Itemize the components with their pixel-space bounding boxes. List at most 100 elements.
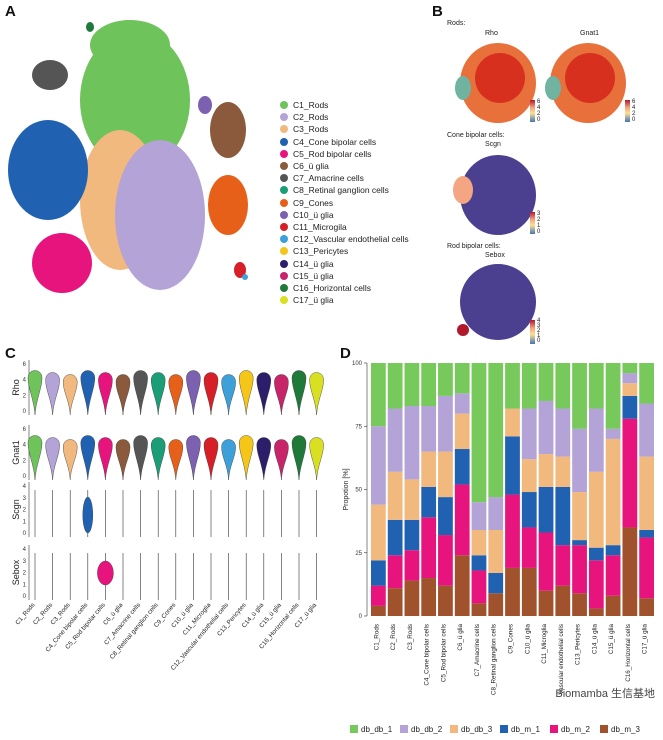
bar-segment — [639, 537, 654, 599]
bar-segment — [555, 363, 571, 409]
violin-shape — [27, 370, 43, 416]
cluster-c10-glia — [198, 96, 212, 114]
bar-segment — [639, 456, 654, 530]
bar-category-label: C6_ü glia — [457, 624, 464, 651]
bar-category-label: C11_Microglia — [541, 624, 548, 664]
bar-legend-swatch — [500, 725, 508, 733]
violin-tick-label: 2 — [23, 458, 27, 464]
bar-segment — [471, 363, 487, 503]
bar-legend-swatch — [450, 725, 458, 733]
violin-tick-label: 6 — [23, 362, 27, 368]
bar-category-label: C14_ü glia — [591, 624, 598, 655]
legend-item: C7_Amacrine cells — [280, 173, 364, 183]
stacked-bar-chart: 100 75 50 25 0 Propotion [%] C1_Rods C2_Rods C3_… — [343, 361, 654, 695]
bar-legend-label: db_m_2 — [561, 725, 590, 734]
bar-segment — [454, 413, 470, 450]
violin-shape — [115, 374, 131, 416]
bar-segment — [622, 373, 638, 384]
bar-segment — [572, 545, 587, 594]
bar-segment — [387, 408, 403, 472]
bar-legend-item: db_m_3 — [600, 725, 640, 734]
bar-segment — [387, 588, 403, 616]
bar-segment — [588, 560, 604, 609]
violin-shape — [150, 437, 166, 481]
bar-category-label: C15_ü glia — [608, 624, 615, 655]
bar-segment — [639, 529, 654, 538]
bar-segment — [639, 598, 654, 616]
violin-tick-label: 0 — [23, 474, 27, 480]
gene-label-scgn: Scgn — [485, 141, 501, 148]
violin-shape — [80, 370, 96, 416]
violin-shape — [115, 439, 131, 481]
cbar-scgn-tick-2: 1 — [537, 223, 541, 229]
bar-segment — [588, 471, 604, 548]
group-label-rods: Rods: — [447, 20, 466, 27]
bar-segment — [605, 555, 621, 596]
violin-plot-panel: Rho6420Gnat16420Scgn43210Sebox43210C1_Ro… — [11, 360, 324, 672]
bar-segment — [572, 593, 587, 616]
bar-segment — [521, 567, 537, 616]
bar-category-label: C12_Vascular endothelial cells — [558, 624, 565, 695]
tsne-cluster-plot — [8, 20, 248, 293]
cbar-scgn-tick-0: 3 — [537, 211, 541, 217]
bar-segment — [505, 567, 520, 616]
group-label-rod-bipolar: Rod bipolar cells: — [447, 243, 501, 250]
bar-segment — [471, 570, 487, 604]
bar-segment — [555, 545, 571, 586]
bar-segment — [438, 585, 453, 616]
violin-shape — [238, 370, 254, 416]
violin-tick-label: 3 — [23, 559, 27, 565]
legend-dot — [280, 223, 288, 231]
violin-tick-label: 3 — [23, 496, 27, 502]
violin-shape — [256, 437, 272, 481]
bar-segment — [605, 438, 621, 546]
y-tick-label: 100 — [352, 361, 363, 367]
cbar-sebox-tick-1: 3 — [537, 323, 541, 329]
bar-segment — [588, 547, 604, 561]
gene-label-rho: Rho — [485, 30, 498, 37]
bar-segment — [438, 497, 453, 536]
bar-category-label: C10_ü glia — [524, 624, 531, 655]
cbar-gnat1-tick-1: 4 — [632, 105, 636, 111]
legend-dot — [280, 284, 288, 292]
y-tick-label: 75 — [355, 424, 362, 430]
bar-segment — [421, 578, 437, 616]
bar-segment — [521, 459, 537, 493]
legend-label: C11_Microgila — [293, 222, 347, 232]
legend-label: C12_Vascular endothelial cells — [293, 234, 409, 245]
bar-segment — [538, 532, 554, 591]
violin-shape — [274, 439, 289, 481]
cbar-sebox-tick-2: 2 — [537, 328, 541, 334]
cluster-c7-amacrine — [32, 60, 68, 90]
bar-legend-item: db_db_3 — [450, 725, 492, 734]
violin-tick-label: 4 — [23, 378, 27, 384]
violin-tick-label: 2 — [23, 508, 27, 514]
violin-shape — [309, 437, 324, 481]
panel-letter-d: D — [340, 345, 351, 362]
legend-item: C3_Rods — [280, 124, 328, 134]
violin-shape — [291, 435, 307, 481]
bar-category-label: C8_Retinal ganglion cells — [491, 624, 498, 695]
cbar-gnat1-tick-0: 6 — [632, 99, 636, 105]
legend-dot — [280, 113, 288, 122]
bar-segment — [421, 486, 437, 518]
legend-dot — [280, 271, 288, 280]
legend-label: C2_Rods — [293, 112, 329, 123]
bar-segment — [421, 451, 437, 487]
bar-segment — [572, 492, 587, 541]
bar-segment — [555, 456, 571, 487]
bar-legend-swatch — [400, 725, 408, 733]
legend-label: C1_Rods — [293, 100, 329, 110]
violin-tick-label: 1 — [23, 582, 27, 588]
legend-item: C14_ü glia — [280, 259, 334, 269]
bar-segment — [622, 395, 638, 419]
bar-segment — [371, 560, 386, 586]
violin-shape — [221, 374, 236, 416]
bar-segment — [438, 395, 453, 452]
cbar-scgn-tick-1: 2 — [537, 217, 541, 223]
legend-item: C11_Microgila — [280, 222, 347, 232]
bar-segment — [404, 479, 420, 520]
bar-segment — [538, 363, 554, 401]
legend-dot — [280, 101, 288, 109]
bar-segment — [421, 363, 437, 407]
